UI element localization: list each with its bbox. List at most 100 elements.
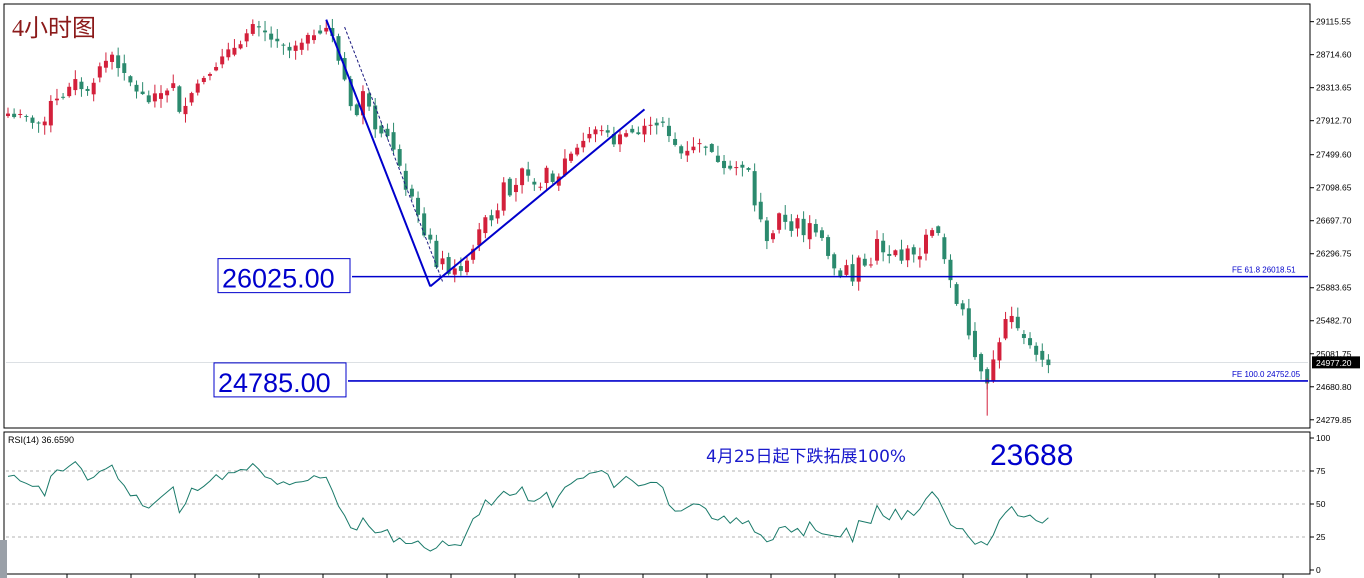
bull-candle [501, 182, 506, 211]
bear-candle [489, 215, 494, 221]
bear-candle [269, 33, 274, 40]
fe-price-box [217, 258, 351, 294]
bull-candle [875, 238, 880, 261]
bull-candle [734, 167, 739, 169]
bull-candle [642, 125, 647, 135]
scroll-handle[interactable] [0, 540, 7, 578]
bear-candle [1021, 334, 1026, 339]
bear-candle [783, 214, 788, 222]
bull-candle [917, 256, 922, 260]
bull-candle [538, 186, 543, 188]
bear-candle [422, 213, 427, 236]
bull-candle [1009, 315, 1014, 323]
price-tick-label: 26296.75 [1316, 249, 1352, 259]
bear-candle [1040, 350, 1045, 360]
bear-candle [838, 270, 843, 277]
bull-candle [305, 34, 310, 44]
bull-candle [312, 35, 316, 41]
bear-candle [116, 55, 121, 69]
bull-candle [73, 79, 78, 91]
fe-price-box-label: 26025.00 [222, 264, 335, 294]
bear-candle [1034, 345, 1039, 355]
bear-candle [850, 264, 855, 282]
bull-candle [232, 47, 237, 55]
bear-candle [819, 230, 824, 238]
bull-candle [691, 146, 696, 151]
bear-candle [960, 303, 965, 310]
bull-candle [930, 230, 935, 236]
bull-candle [97, 66, 102, 78]
bear-candle [36, 122, 41, 124]
bull-candle [905, 248, 910, 261]
price-tick-label: 25883.65 [1316, 283, 1352, 293]
bear-candle [140, 91, 145, 95]
bull-candle [697, 143, 702, 145]
bull-candle [924, 234, 928, 254]
bear-candle [416, 197, 421, 215]
bull-candle [293, 45, 298, 51]
bear-candle [881, 240, 886, 253]
bear-candle [948, 259, 953, 281]
bull-candle [997, 342, 1002, 361]
bull-candle [195, 83, 200, 93]
bull-candle [165, 90, 170, 96]
bull-candle [868, 264, 873, 266]
bull-candle [1003, 319, 1008, 339]
bear-candle [746, 168, 751, 170]
bear-candle [605, 130, 610, 133]
price-tick-label: 29115.55 [1316, 17, 1351, 27]
rsi-tick-label: 50 [1316, 499, 1326, 509]
bull-candle [440, 258, 445, 265]
bear-candle [458, 266, 463, 271]
bear-candle [12, 113, 17, 118]
bear-candle [936, 226, 941, 234]
time-axis-ticks [66, 574, 1284, 578]
bear-candle [532, 181, 537, 185]
bear-candle [403, 170, 408, 190]
target-price-label: 23688 [990, 439, 1073, 472]
fe-levels[interactable]: FE 61.8 26018.51 26025.00 FE 100.0 24752.0… [213, 258, 1308, 398]
rsi-plot-frame [3, 431, 1311, 575]
bull-candle [42, 121, 47, 126]
fe-price-box [213, 362, 347, 398]
bear-candle [281, 44, 286, 46]
bear-candle [330, 28, 335, 36]
dashed-trend-line [344, 26, 443, 282]
bear-candle [911, 247, 916, 255]
current-price-tag [1312, 356, 1360, 369]
down-trend-line [325, 19, 432, 287]
price-tick-label: 28313.65 [1316, 83, 1352, 93]
bear-candle [177, 86, 182, 112]
bull-candle [324, 27, 329, 32]
bear-candle [85, 88, 90, 91]
bear-candle [134, 84, 139, 92]
price-tick-label: 27098.65 [1316, 183, 1352, 193]
bull-candle [587, 133, 592, 139]
bull-candle [465, 260, 469, 273]
bull-candle [6, 113, 10, 117]
bear-candle [146, 95, 151, 103]
bear-candle [801, 218, 806, 236]
rsi-axis: 100 75 50 25 0 [1310, 433, 1330, 575]
bull-candle [299, 42, 304, 50]
price-tick-label: 28714.60 [1316, 50, 1352, 60]
bear-candle [789, 221, 794, 231]
extension-annotation: 4月25日起下跌拓展100% [706, 447, 906, 467]
bull-candle [624, 133, 629, 137]
bull-candle [477, 229, 482, 246]
bear-candle [434, 240, 439, 268]
bear-candle [550, 173, 555, 182]
bear-candle [740, 164, 745, 168]
bull-candle [618, 134, 622, 145]
trend-lines[interactable] [325, 19, 646, 288]
bear-candle [954, 284, 959, 304]
bull-candle [189, 93, 194, 103]
price-tick-label: 25482.70 [1316, 316, 1352, 326]
bear-candle [1028, 338, 1033, 346]
bull-candle [893, 250, 898, 256]
bull-candle [54, 98, 59, 101]
fe-level-label: FE 100.0 24752.05 [1232, 370, 1301, 379]
bull-candle [452, 268, 457, 275]
bear-candle [526, 169, 531, 176]
